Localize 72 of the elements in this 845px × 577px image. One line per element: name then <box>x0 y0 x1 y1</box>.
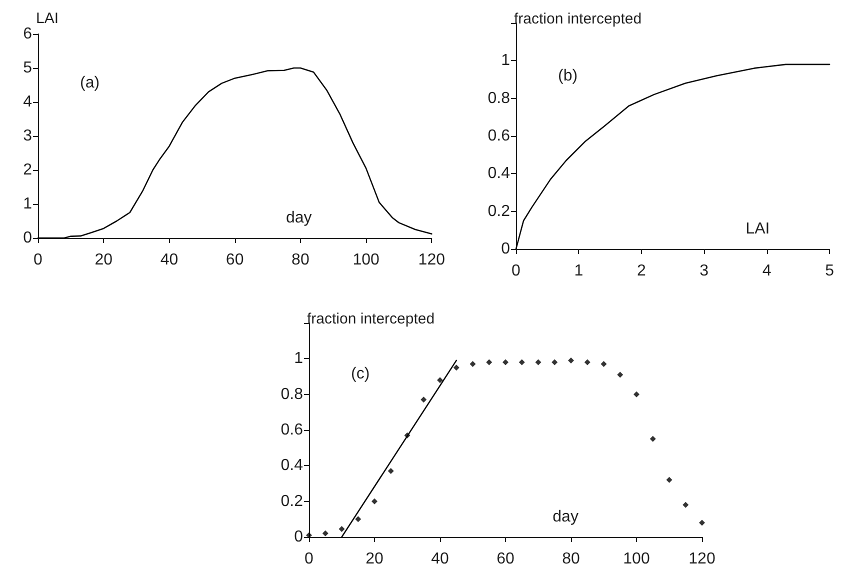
y-tick-label: 0 <box>23 230 32 246</box>
point <box>634 391 640 398</box>
x-tick-label: 40 <box>431 550 449 568</box>
point <box>338 526 345 532</box>
point <box>699 520 705 526</box>
y-tick-label: 0.8 <box>280 386 304 403</box>
y-tick-label: 2 <box>23 162 32 178</box>
x-tick-label: 40 <box>160 252 178 268</box>
y-tick-label: 0.6 <box>280 422 304 438</box>
x-tick-label: 3 <box>700 262 709 280</box>
x-tick-label: 5 <box>825 262 834 280</box>
point <box>552 359 558 366</box>
point <box>682 502 689 508</box>
x-tick-label: 20 <box>366 550 384 568</box>
point <box>568 357 574 364</box>
point <box>388 468 394 474</box>
y-tick-label: 0 <box>294 528 304 546</box>
point <box>355 516 362 522</box>
x-axis-title: day <box>286 210 312 226</box>
y-tick-label: 1 <box>501 52 510 70</box>
point <box>666 476 672 483</box>
y-tick-label: 4 <box>23 94 32 110</box>
x-axis-title: day <box>552 508 578 526</box>
x-tick-label: 0 <box>512 262 521 280</box>
y-tick-label: 0 <box>501 240 510 258</box>
point <box>617 372 624 378</box>
x-tick-label: 1 <box>574 262 584 280</box>
x-tick-label: 60 <box>496 550 514 568</box>
x-tick-label: 0 <box>34 252 43 268</box>
x-tick-label: 0 <box>304 550 314 568</box>
point <box>502 359 508 366</box>
annotation: (a) <box>80 74 100 92</box>
point <box>322 530 328 536</box>
y-axis-title: fraction intercepted <box>307 310 435 328</box>
x-tick-label: 60 <box>226 252 244 268</box>
y-tick-label: 3 <box>23 128 32 144</box>
x-tick-label: 100 <box>623 550 650 568</box>
x-tick-label: 100 <box>352 252 380 268</box>
point <box>470 361 476 368</box>
y-tick-label: 5 <box>23 60 32 76</box>
point <box>306 532 312 538</box>
point <box>600 361 607 368</box>
y-axis-title: LAI <box>36 10 59 28</box>
x-tick-label: 80 <box>562 550 580 568</box>
annotation: (b) <box>558 68 578 85</box>
x-tick-label: 2 <box>636 262 646 280</box>
point <box>437 377 443 384</box>
x-tick-label: 80 <box>292 252 310 268</box>
x-tick-label: 120 <box>688 550 716 568</box>
point <box>518 359 525 366</box>
y-tick-label: 6 <box>23 26 32 42</box>
annotation: (c) <box>351 365 370 382</box>
y-tick-label: 1 <box>23 196 32 212</box>
y-tick-label: 1 <box>294 350 304 368</box>
y-tick-label: 0.4 <box>488 165 510 182</box>
y-tick-label: 0.2 <box>488 202 510 220</box>
x-tick-label: 120 <box>418 252 446 268</box>
x-axis-title: LAI <box>746 220 770 238</box>
point <box>372 498 378 504</box>
point <box>535 359 542 366</box>
point <box>453 364 460 371</box>
y-axis-title: fraction intercepted <box>514 10 642 28</box>
point <box>486 359 492 366</box>
point <box>650 436 656 442</box>
x-tick-label: 20 <box>94 252 113 268</box>
y-tick-label: 0.8 <box>488 90 510 107</box>
point <box>584 359 590 366</box>
point <box>420 396 427 403</box>
x-tick-label: 4 <box>762 262 772 280</box>
y-tick-label: 0.6 <box>488 128 510 144</box>
y-tick-label: 0.4 <box>280 457 304 474</box>
y-tick-label: 0.2 <box>280 492 304 510</box>
